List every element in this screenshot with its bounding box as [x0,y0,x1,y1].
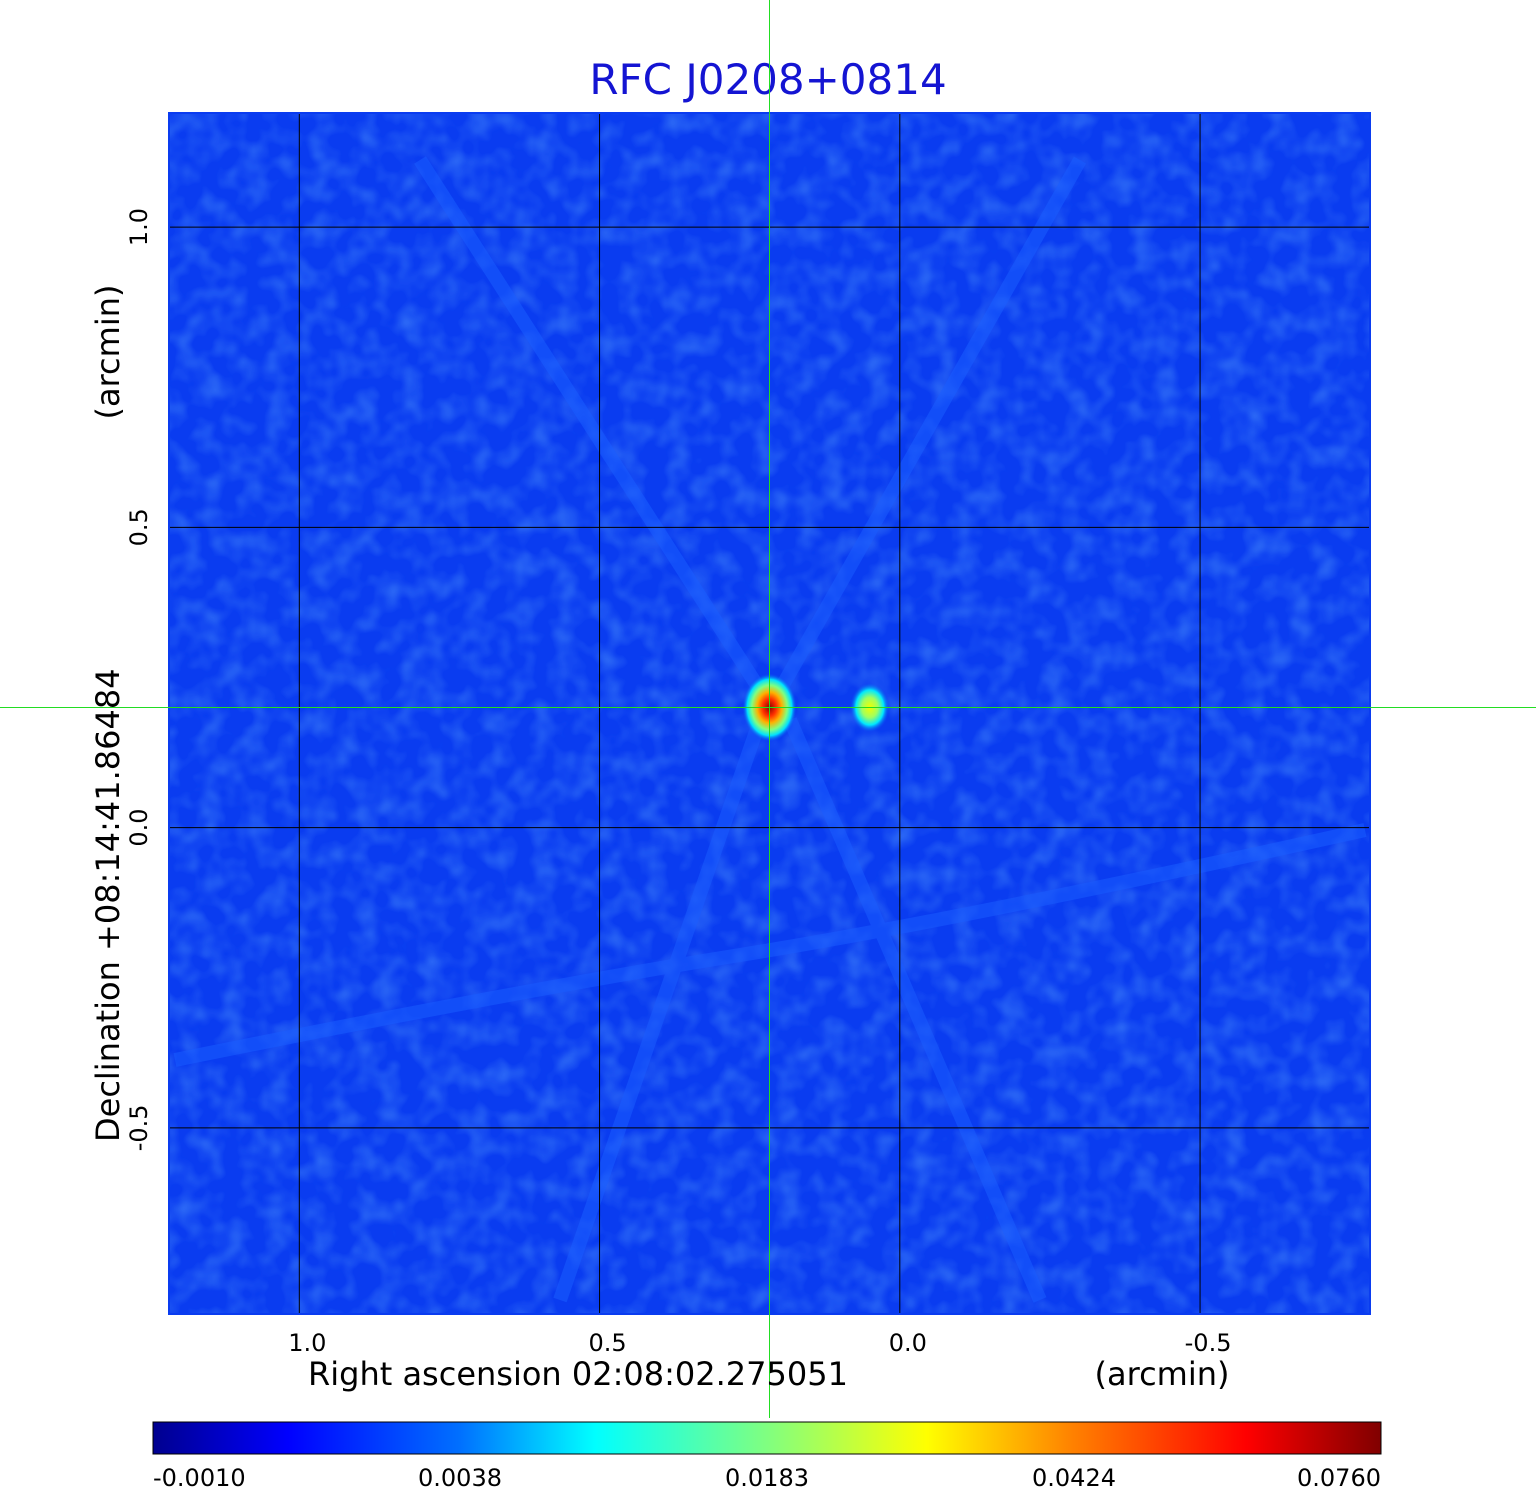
x-axis-unit: (arcmin) [1095,1355,1230,1393]
y-tick-label: -0.5 [125,1104,153,1151]
sidelobe-streaks [173,156,1367,1303]
x-tick-label: -0.5 [1185,1329,1232,1357]
x-axis-label: Right ascension 02:08:02.275051 [308,1355,848,1393]
colorbar-tick-label: 0.0183 [725,1464,809,1492]
colorbar-tick-label: 0.0760 [1297,1464,1381,1492]
colorbar-tick-label: 0.0038 [418,1464,502,1492]
colorbar [152,1421,1382,1455]
y-tick-label: 1.0 [125,208,153,246]
x-tick-label: 1.0 [288,1329,326,1357]
y-tick-label: 0.5 [125,508,153,546]
y-tick-label: 0.0 [125,809,153,847]
y-tick-labels: -0.5 0.0 0.5 1.0 [125,208,153,1151]
colorbar-tick-label: 0.0424 [1032,1464,1116,1492]
x-tick-label: 0.0 [889,1329,927,1357]
crosshair [0,0,1536,1418]
y-axis-unit: (arcmin) [89,285,127,420]
y-axis-label: Declination +08:14:41.86484 [89,668,127,1142]
x-tick-labels: 1.0 0.5 0.0 -0.5 [288,1329,1231,1357]
chart-title: RFC J0208+0814 [589,55,946,104]
x-tick-label: 0.5 [588,1329,626,1357]
colorbar-tick-label: -0.0010 [153,1464,246,1492]
colorbar-tick-labels: -0.0010 0.0038 0.0183 0.0424 0.0760 [153,1464,1381,1492]
